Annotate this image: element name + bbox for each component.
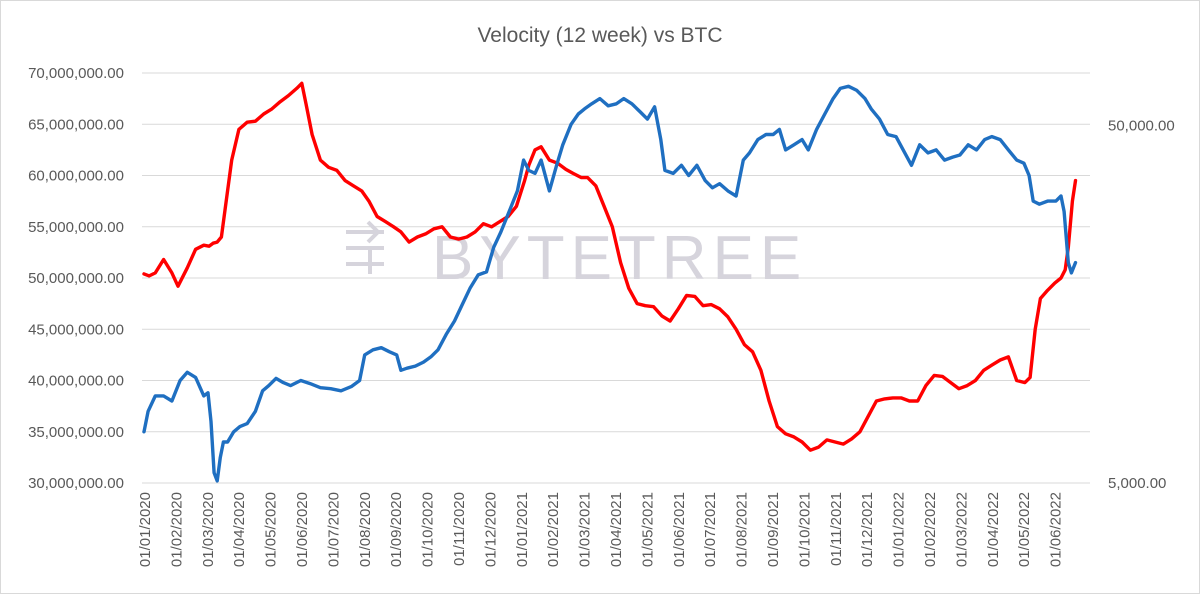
x-tick-label: 01/03/2020 (200, 492, 217, 567)
x-tick-label: 01/07/2021 (702, 492, 719, 567)
y-left-tick-label: 60,000,000.00 (28, 168, 124, 185)
x-tick-label: 01/01/2021 (514, 492, 531, 567)
x-tick-label: 01/02/2022 (922, 492, 939, 567)
x-tick-label: 01/12/2021 (859, 492, 876, 567)
x-tick-label: 01/05/2020 (263, 492, 280, 567)
x-tick-label: 01/06/2021 (671, 492, 688, 567)
x-axis: 01/01/2020 01/02/2020 01/03/2020 01/04/2020… (137, 482, 1090, 567)
series-group (142, 81, 1078, 483)
y-right-tick-label: 5,000.00 (1108, 475, 1166, 492)
x-tick-label: 01/08/2021 (734, 492, 751, 567)
x-tick-label: 01/06/2020 (294, 492, 311, 567)
x-tick-label: 01/10/2021 (796, 492, 813, 567)
x-tick-label: 01/04/2020 (231, 492, 248, 567)
y-axis-left: 70,000,000.00 65,000,000.00 60,000,000.00 5… (28, 65, 124, 492)
x-tick-label: 01/01/2022 (891, 492, 908, 567)
y-left-tick-label: 45,000,000.00 (28, 321, 124, 338)
y-left-tick-label: 35,000,000.00 (28, 424, 124, 441)
x-tick-label: 01/07/2020 (325, 492, 342, 567)
x-tick-label: 01/09/2020 (388, 492, 405, 567)
x-tick-label: 01/03/2022 (953, 492, 970, 567)
x-tick-label: 01/10/2020 (420, 492, 437, 567)
x-tick-label: 01/02/2021 (545, 492, 562, 567)
watermark: BYTETREE (346, 220, 807, 293)
x-tick-label: 01/02/2020 (168, 492, 185, 567)
y-axis-right: 50,000.00 5,000.00 (1108, 117, 1175, 492)
x-tick-label: 01/09/2021 (765, 492, 782, 567)
y-right-tick-label: 50,000.00 (1108, 117, 1175, 134)
x-tick-label: 01/03/2021 (577, 492, 594, 567)
x-tick-label: 01/08/2020 (357, 492, 374, 567)
y-left-tick-label: 70,000,000.00 (28, 65, 124, 82)
y-left-tick-label: 30,000,000.00 (28, 475, 124, 492)
x-tick-label: 01/11/2020 (451, 492, 468, 566)
bytetree-logo-icon (346, 220, 384, 274)
y-left-tick-label: 40,000,000.00 (28, 373, 124, 390)
x-tick-label: 01/11/2021 (828, 492, 845, 566)
series-line-red (142, 81, 1078, 452)
y-left-tick-label: 50,000,000.00 (28, 270, 124, 287)
x-tick-label: 01/01/2020 (137, 492, 154, 567)
x-tick-label: 01/06/2022 (1048, 492, 1065, 567)
x-tick-label: 01/04/2022 (985, 492, 1002, 567)
x-tick-label: 01/05/2021 (639, 492, 656, 567)
x-tick-label: 01/05/2022 (1016, 492, 1033, 567)
x-tick-label: 01/12/2020 (482, 492, 499, 567)
series-line-blue (142, 84, 1078, 483)
chart-title: Velocity (12 week) vs BTC (477, 24, 722, 47)
y-left-tick-label: 55,000,000.00 (28, 219, 124, 236)
x-tick-label: 01/04/2021 (608, 492, 625, 567)
watermark-text: BYTETREE (432, 224, 807, 293)
y-left-tick-label: 65,000,000.00 (28, 116, 124, 133)
